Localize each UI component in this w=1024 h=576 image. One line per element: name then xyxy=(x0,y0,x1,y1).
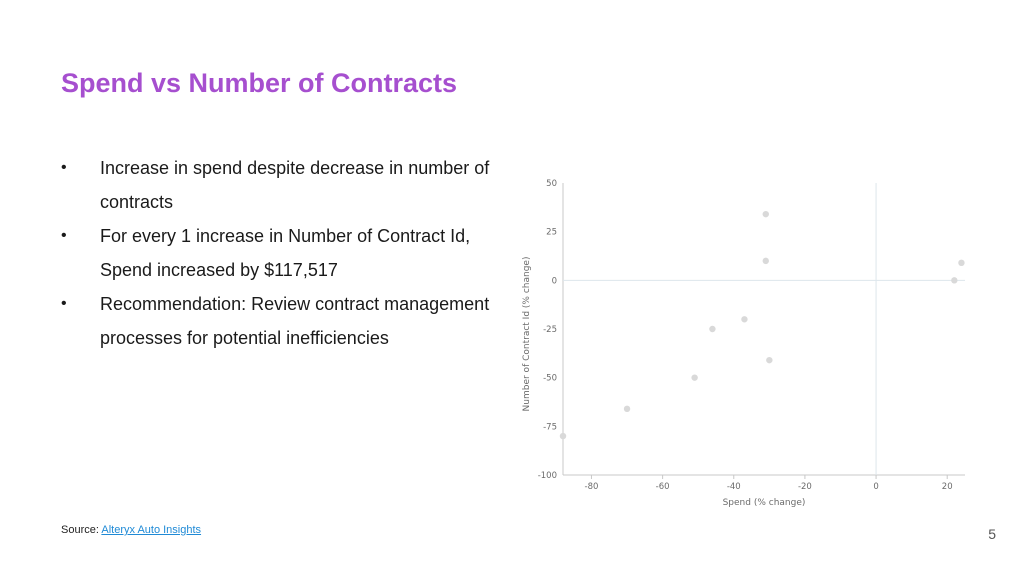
y-tick-label: -100 xyxy=(538,471,557,481)
chart-points xyxy=(559,210,965,440)
bullet-text: Recommendation: Review contract manageme… xyxy=(100,294,490,348)
slide-title: Spend vs Number of Contracts xyxy=(61,68,458,98)
y-tick-label: 25 xyxy=(546,228,557,238)
scatter-point xyxy=(951,277,958,284)
bullet-dot-icon: • xyxy=(61,159,67,176)
scatter-point xyxy=(559,432,567,440)
bullet-text: For every 1 increase in Number of Contra… xyxy=(100,226,471,280)
scatter-point xyxy=(762,210,769,218)
scatter-point xyxy=(958,259,965,267)
scatter-point xyxy=(691,374,698,381)
bullet-text: Increase in spend despite decrease in nu… xyxy=(100,158,490,212)
x-axis-title: Spend (% change) xyxy=(723,498,806,508)
bullet-dot-icon: • xyxy=(61,227,67,244)
x-tick-label: 0 xyxy=(873,482,878,492)
bullet-item: • For every 1 increase in Number of Cont… xyxy=(61,219,491,287)
y-tick-label: -50 xyxy=(543,374,557,384)
y-tick-label: -75 xyxy=(543,422,557,432)
chart-axes: -80 -60 -40 -20 0 20 50 25 0 -25 -50 -75 -100 xyxy=(538,179,965,492)
y-axis-title: Number of Contract Id (% change) xyxy=(522,257,532,412)
scatter-point xyxy=(762,257,769,265)
scatter-point xyxy=(741,316,748,323)
y-tick-label: 0 xyxy=(552,276,557,286)
y-tick-label: 50 xyxy=(546,179,557,189)
source-note: Source: Alteryx Auto Insights xyxy=(61,524,201,536)
x-tick-label: -60 xyxy=(656,482,670,492)
x-tick-label: -20 xyxy=(798,482,812,492)
x-tick-label: -40 xyxy=(727,482,741,492)
source-label: Source: xyxy=(61,524,99,536)
scatter-point xyxy=(709,325,716,333)
bullet-item: • Recommendation: Review contract manage… xyxy=(61,287,491,355)
x-tick-label: -80 xyxy=(585,482,599,492)
x-tick-label: 20 xyxy=(942,482,953,492)
bullet-dot-icon: • xyxy=(61,295,67,312)
y-tick-label: -25 xyxy=(543,325,557,335)
scatter-point xyxy=(766,356,773,364)
source-link[interactable]: Alteryx Auto Insights xyxy=(101,524,202,536)
bullet-list: • Increase in spend despite decrease in … xyxy=(61,151,491,355)
scatter-point xyxy=(623,405,631,413)
page-number: 5 xyxy=(988,526,996,542)
bullet-item: • Increase in spend despite decrease in … xyxy=(61,151,491,219)
scatter-chart: -80 -60 -40 -20 0 20 50 25 0 -25 -50 -75 -100 Spend … xyxy=(522,179,965,508)
